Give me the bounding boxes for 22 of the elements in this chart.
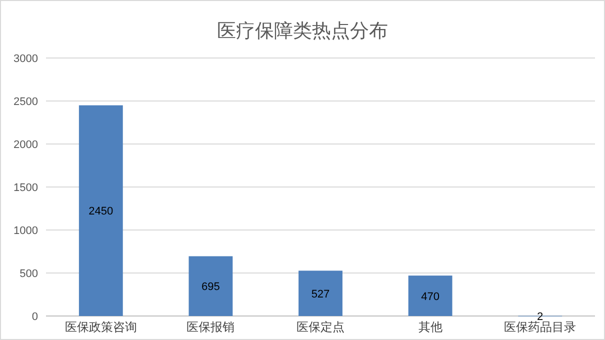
y-tick-label: 0 <box>32 311 38 323</box>
x-tick-label: 医保政策咨询 <box>64 320 137 334</box>
bar <box>298 270 342 316</box>
data-label: 2 <box>537 310 544 323</box>
bar <box>78 105 123 316</box>
y-tick-label: 1000 <box>14 225 38 237</box>
data-label: 527 <box>311 288 330 300</box>
data-label: 470 <box>421 290 440 303</box>
x-tick-label: 医保药品目录 <box>504 320 576 334</box>
chart-title: 医疗保障类热点分布 <box>217 21 388 42</box>
data-label: 2450 <box>88 206 114 218</box>
x-tick-label: 医保报销 <box>186 320 235 334</box>
data-label: 695 <box>202 281 220 294</box>
y-tick-label: 500 <box>20 268 38 280</box>
bar <box>188 256 233 316</box>
y-tick-label: 1500 <box>14 182 38 194</box>
y-tick-label: 3000 <box>14 53 38 65</box>
bar <box>408 276 452 316</box>
y-tick-label: 2500 <box>14 96 38 108</box>
x-tick-label: 医保定点 <box>296 320 344 334</box>
x-tick-label: 其他 <box>418 320 442 334</box>
y-tick-label: 2000 <box>14 139 38 151</box>
